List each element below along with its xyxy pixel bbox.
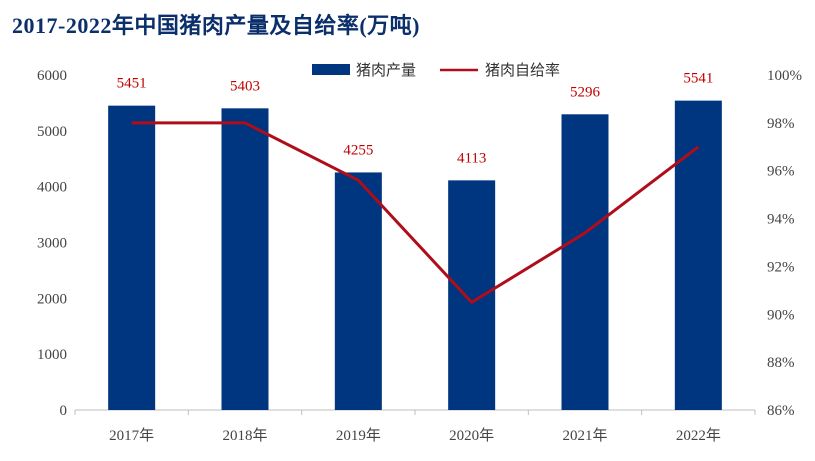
chart-title: 2017-2022年中国猪肉产量及自给率(万吨): [12, 13, 420, 38]
line-series: [131, 121, 700, 304]
data-labels: 5451 5403 4255 4113 5296 5541: [117, 71, 714, 167]
y-right-tick-label: 98%: [767, 116, 795, 132]
y-right-tick-label: 100%: [767, 68, 802, 84]
y-left-tick-label: 5000: [37, 124, 67, 140]
x-tick-label: 2018年: [222, 427, 267, 444]
y-left-tick-label: 3000: [37, 236, 67, 252]
legend-bar-label: 猪肉产量: [356, 61, 416, 79]
y-right-tick-label: 92%: [767, 259, 795, 275]
legend-line-label: 猪肉自给率: [485, 61, 560, 79]
bar: [334, 172, 382, 410]
bar-data-label: 5541: [683, 71, 713, 87]
bar-data-label: 5403: [230, 78, 260, 94]
y-left-tick-label: 1000: [37, 347, 67, 363]
y-right-tick-label: 96%: [767, 164, 795, 180]
self-sufficiency-line: [131, 121, 700, 304]
x-tick-label: 2019年: [336, 427, 381, 444]
bar-data-label: 5451: [117, 76, 147, 92]
x-tick-label: 2020年: [449, 427, 494, 444]
bar-data-label: 4255: [343, 142, 373, 158]
y-right-tick-label: 88%: [767, 355, 795, 371]
bar: [108, 105, 156, 410]
x-tick-label: 2022年: [676, 427, 721, 444]
legend: 猪肉产量 猪肉自给率: [312, 61, 560, 79]
bar: [448, 180, 496, 410]
y-right-tick-label: 86%: [767, 403, 795, 419]
bar: [674, 100, 722, 410]
bar-data-label: 4113: [457, 150, 486, 166]
axes: 0 1000 2000 3000 4000 5000 6000 86% 88% 90% 92% 94%…: [37, 68, 802, 444]
bar-series: [108, 100, 722, 411]
x-tick-label: 2021年: [562, 427, 607, 444]
bar: [561, 114, 609, 410]
y-left-tick-label: 0: [60, 403, 68, 419]
y-left-tick-label: 2000: [37, 291, 67, 307]
bar: [221, 108, 269, 411]
y-right-tick-label: 94%: [767, 212, 795, 228]
bar-data-label: 5296: [570, 84, 601, 100]
y-left-tick-label: 4000: [37, 180, 67, 196]
y-right-tick-label: 90%: [767, 307, 795, 323]
x-tick-label: 2017年: [109, 427, 154, 444]
legend-bar-swatch: [312, 64, 350, 75]
y-left-tick-label: 6000: [37, 68, 67, 84]
